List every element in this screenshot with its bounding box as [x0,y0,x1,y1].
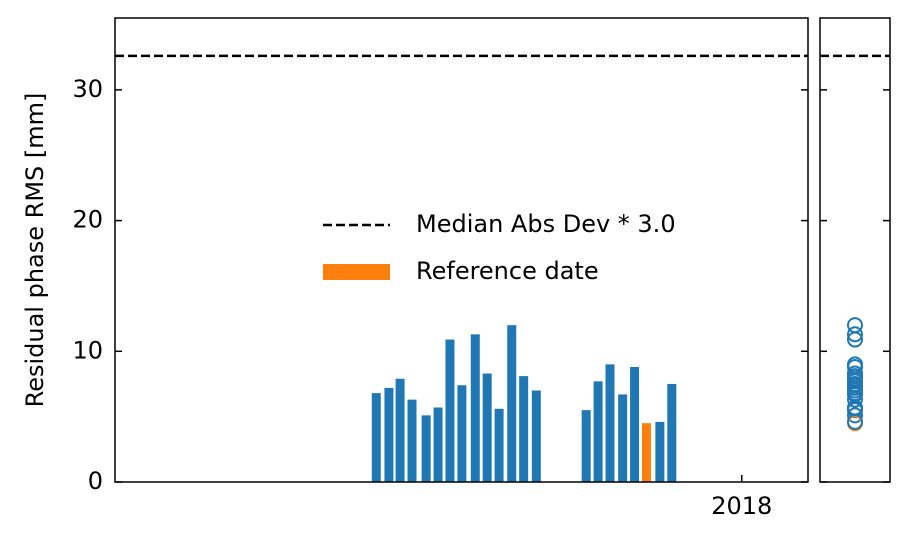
x-tick-label: 2018 [711,492,772,520]
legend-label: Reference date [416,257,599,285]
bar [519,376,529,482]
side-marker [847,358,863,375]
bar [395,378,405,482]
bar [371,393,381,482]
y-tick-label: 0 [88,467,103,495]
bar [581,410,591,482]
bar [667,383,677,482]
bar [433,407,443,482]
plot-frame [114,17,809,483]
bar [641,423,651,482]
y-tick-label: 20 [72,206,103,234]
side-marker [847,375,863,392]
y-axis-label: Residual phase RMS [mm] [21,93,49,408]
bar [384,387,394,482]
bar [494,408,504,482]
side-marker [847,326,863,343]
side-frame [819,17,891,483]
y-tick-label: 10 [72,336,103,364]
legend-label: Median Abs Dev * 3.0 [416,210,676,238]
bar [457,385,467,482]
bar [605,364,615,482]
side-marker [847,407,863,424]
side-marker [847,317,863,334]
bar [470,334,480,482]
side-marker [847,382,863,399]
bar [593,381,603,482]
bar [507,325,517,482]
bar [630,366,640,482]
side-marker [847,386,863,403]
bar [407,399,417,482]
bar [618,394,628,482]
side-marker [847,413,863,430]
bar [421,415,431,482]
y-tick-label: 30 [72,75,103,103]
bar [655,421,665,482]
legend-key [323,264,390,280]
bar [531,390,541,482]
bar [482,373,492,482]
bar [445,339,455,482]
